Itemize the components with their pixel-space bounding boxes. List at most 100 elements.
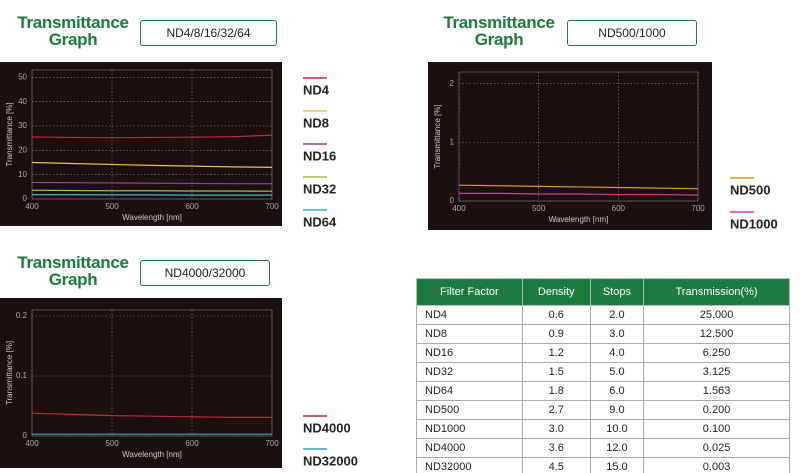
x-tick-label: 600 xyxy=(185,202,199,211)
table-cell: 12.500 xyxy=(643,324,790,344)
x-tick-label: 500 xyxy=(532,204,546,213)
table-row: ND64 1.8 6.0 1.563 xyxy=(416,381,790,401)
table-cell: 1.5 xyxy=(521,362,591,382)
table-cell: ND8 xyxy=(416,324,523,344)
table-cell: ND32000 xyxy=(416,457,523,473)
column-header: Transmission(%) xyxy=(643,278,790,306)
legend-label: ND4000 xyxy=(303,420,351,435)
table-cell: 0.025 xyxy=(643,438,790,458)
table-cell: 1.563 xyxy=(643,381,790,401)
chart-subtitle: ND500/1000 xyxy=(567,20,697,46)
table-cell: ND1000 xyxy=(416,419,523,439)
x-axis-label: Wavelength [nm] xyxy=(549,215,609,224)
table-cell: 0.6 xyxy=(521,305,591,325)
table-row: ND8 0.9 3.0 12.500 xyxy=(416,324,790,344)
y-tick-label: 0.1 xyxy=(16,371,28,380)
table-row: ND4 0.6 2.0 25.000 xyxy=(416,305,790,325)
legend-label: ND4 xyxy=(303,82,330,97)
column-header: Density xyxy=(521,278,591,306)
x-tick-label: 400 xyxy=(25,439,39,448)
column-header: Stops xyxy=(589,278,645,306)
axes-frame xyxy=(31,69,273,200)
legend-label: ND16 xyxy=(303,148,336,163)
table-cell: ND500 xyxy=(416,400,523,420)
y-axis-label: Transmittance [%] xyxy=(5,341,14,405)
table-cell: 1.8 xyxy=(521,381,591,401)
table-cell: 0.100 xyxy=(643,419,790,439)
x-tick-label: 400 xyxy=(452,204,466,213)
data-line xyxy=(31,412,272,418)
legend-label: ND1000 xyxy=(730,216,778,231)
x-axis-label: Wavelength [nm] xyxy=(122,450,182,459)
plot-area xyxy=(0,298,282,468)
chart-title: Transmittance Graph xyxy=(443,13,555,49)
table-row: ND32000 4.5 15.0 0.003 xyxy=(416,457,790,473)
table-cell: 0.9 xyxy=(521,324,591,344)
plot-area xyxy=(0,62,282,226)
table-row: ND4000 3.6 12.0 0.025 xyxy=(416,438,790,458)
table-cell: ND4000 xyxy=(416,438,523,458)
data-line xyxy=(459,192,699,196)
table-cell: 2.7 xyxy=(521,400,591,420)
table-cell: ND4 xyxy=(416,305,523,325)
data-line xyxy=(458,184,699,190)
data-line xyxy=(31,134,273,139)
table-cell: 12.0 xyxy=(589,438,645,458)
table-cell: 0.003 xyxy=(643,457,790,473)
x-tick-label: 700 xyxy=(691,204,705,213)
table-cell: 3.125 xyxy=(643,362,790,382)
table-row: ND16 1.2 4.0 6.250 xyxy=(416,343,790,363)
table-cell: ND64 xyxy=(416,381,523,401)
y-tick-label: 2 xyxy=(450,79,455,88)
table-cell: 3.6 xyxy=(521,438,591,458)
legend-label: ND64 xyxy=(303,214,337,229)
table-row: ND500 2.7 9.0 0.200 xyxy=(416,400,790,420)
chart-subtitle: ND4000/32000 xyxy=(140,260,270,286)
y-axis-label: Transmittance [%] xyxy=(433,104,442,168)
legend-label: ND32 xyxy=(303,181,336,196)
table-cell: 5.0 xyxy=(589,362,645,382)
table-cell: 1.2 xyxy=(521,343,591,363)
y-tick-label: 1 xyxy=(450,137,455,146)
chart-title: Transmittance Graph xyxy=(17,253,129,289)
chart-subtitle: ND4/8/16/32/64 xyxy=(140,20,277,46)
table-cell: 3.0 xyxy=(521,419,591,439)
data-line xyxy=(31,181,272,185)
column-header: Filter Factor xyxy=(416,278,523,306)
axes-frame xyxy=(31,309,273,437)
table-cell: 0.200 xyxy=(643,400,790,420)
table-cell: ND32 xyxy=(416,362,523,382)
y-axis-label: Transmittance [%] xyxy=(5,102,14,166)
legend-label: ND32000 xyxy=(303,453,358,468)
y-tick-label: 0 xyxy=(450,196,455,205)
y-tick-label: 20 xyxy=(18,145,27,154)
data-line xyxy=(31,161,273,168)
table-cell: 3.0 xyxy=(589,324,645,344)
x-tick-label: 700 xyxy=(265,439,279,448)
spec-table: Filter Factor Density Stops Transmission(%)… xyxy=(416,278,790,473)
y-tick-label: 30 xyxy=(18,121,27,130)
table-cell: 4.0 xyxy=(589,343,645,363)
x-tick-label: 500 xyxy=(105,439,119,448)
y-tick-label: 50 xyxy=(18,72,27,81)
y-tick-label: 0 xyxy=(23,194,28,203)
table-cell: 9.0 xyxy=(589,400,645,420)
table-row: ND32 1.5 5.0 3.125 xyxy=(416,362,790,382)
data-line xyxy=(31,189,273,192)
table-cell: ND16 xyxy=(416,343,523,363)
y-tick-label: 0 xyxy=(23,431,28,440)
legend-label: ND8 xyxy=(303,115,329,130)
legend-label: ND500 xyxy=(730,182,770,197)
y-tick-label: 0.2 xyxy=(16,311,28,320)
table-cell: 25.000 xyxy=(643,305,790,325)
x-tick-label: 500 xyxy=(105,202,119,211)
y-tick-label: 40 xyxy=(18,97,27,106)
table-row: ND1000 3.0 10.0 0.100 xyxy=(416,419,790,439)
table-cell: 10.0 xyxy=(589,419,645,439)
x-tick-label: 400 xyxy=(25,202,39,211)
x-tick-label: 600 xyxy=(185,439,199,448)
table-cell: 2.0 xyxy=(589,305,645,325)
x-axis-label: Wavelength [nm] xyxy=(122,213,182,222)
